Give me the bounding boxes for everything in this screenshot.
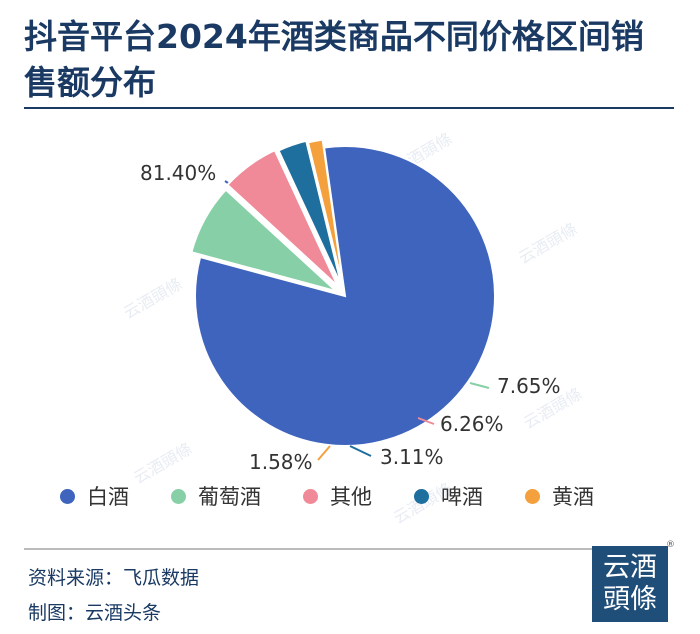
legend-marker: [303, 488, 318, 504]
legend-item-2: 其他: [303, 481, 372, 511]
leader-line-3: [349, 445, 372, 457]
leader-line-2: [417, 417, 435, 425]
legend-label: 白酒: [87, 485, 129, 509]
legend-label: 葡萄酒: [198, 485, 261, 509]
legend-label: 其他: [330, 485, 372, 509]
brand-logo: 云酒 頭條: [592, 546, 668, 622]
legend-marker: [414, 488, 429, 504]
leader-line-4: [317, 445, 331, 461]
logo-line-2: 頭條: [603, 584, 657, 615]
title-divider: [24, 107, 674, 109]
data-label-1: 7.65%: [497, 374, 561, 398]
leader-line-1: [469, 382, 490, 389]
legend-marker: [171, 488, 186, 504]
legend: 白酒 葡萄酒 其他 啤酒 黄酒: [60, 480, 680, 512]
legend-item-4: 黄酒: [525, 481, 594, 511]
footer-divider: [24, 548, 594, 550]
data-label-3: 3.11%: [380, 445, 444, 469]
legend-item-3: 啤酒: [414, 481, 483, 511]
source-note: 资料来源：飞瓜数据: [28, 567, 200, 589]
pie-slice-0: [194, 145, 496, 447]
logo-line-1: 云酒: [603, 552, 657, 583]
data-label-4: 1.58%: [249, 450, 313, 474]
legend-item-1: 葡萄酒: [171, 481, 261, 511]
data-label-2: 6.26%: [440, 412, 504, 436]
registered-mark: ®: [666, 540, 675, 550]
pie-slice-4: [306, 138, 345, 289]
legend-marker: [60, 488, 75, 504]
maker-note: 制图：云酒头条: [28, 602, 162, 624]
chart-title: 抖音平台2024年酒类商品不同价格区间销售额分布: [24, 17, 644, 102]
pie-slice-2: [226, 148, 339, 288]
pie-slice-3: [277, 139, 343, 287]
data-label-0: 81.40%: [140, 161, 216, 185]
pie-slice-1: [190, 188, 337, 293]
legend-marker: [525, 488, 540, 504]
legend-item-0: 白酒: [60, 481, 129, 511]
legend-label: 黄酒: [552, 485, 594, 509]
legend-label: 啤酒: [441, 485, 483, 509]
